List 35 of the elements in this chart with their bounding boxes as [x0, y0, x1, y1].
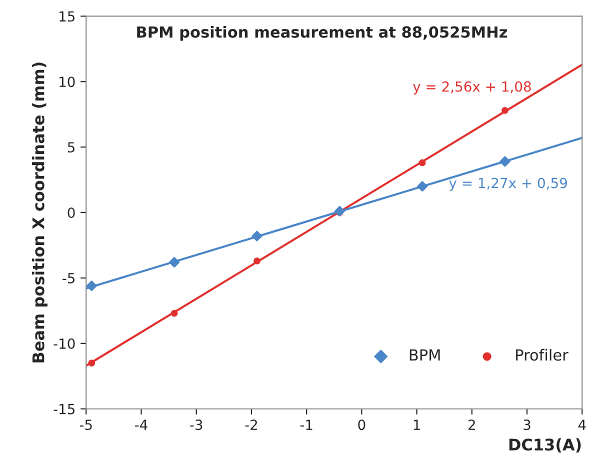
point: [417, 181, 428, 192]
x-tick-label: -2: [245, 420, 257, 430]
point: [170, 310, 178, 317]
y-tick-label: 15: [60, 11, 74, 22]
point: [254, 257, 260, 264]
x-tick-label: -5: [80, 420, 92, 430]
point: [501, 106, 508, 114]
y-tick-label: -5: [62, 273, 74, 284]
legend-label: BPM: [410, 349, 440, 361]
x-tick-label: -4: [134, 420, 148, 430]
point: [169, 256, 180, 268]
point: [88, 360, 96, 367]
x-tick-label: 4: [578, 420, 586, 430]
y-tick-label: -10: [54, 338, 75, 349]
x-tick-label: -1: [300, 420, 312, 430]
y-tick-label: 5: [68, 142, 74, 153]
legend-label: Profiler: [516, 348, 568, 361]
point: [334, 206, 345, 217]
point: [252, 230, 262, 242]
point: [500, 156, 510, 167]
point: [86, 280, 97, 292]
x-tick-label: 3: [524, 420, 530, 430]
x-tick-label: -3: [190, 420, 202, 430]
y-tick-label: 10: [60, 76, 75, 88]
point: [418, 159, 426, 166]
annotation: y = 2,56x + 1,08: [413, 81, 531, 94]
y-tick-label: 0: [68, 207, 75, 218]
text: BPM position measurement at 88,0525MHz: [137, 26, 507, 41]
y-axis-title: Beam position X coordinate (mm): [32, 62, 48, 362]
annotation: y = 1,27x + 0,59: [449, 178, 567, 191]
x-tick-label: 0: [358, 420, 366, 430]
x-tick-label: 2: [468, 420, 475, 430]
x-axis-title: DC13(A): [509, 438, 581, 453]
y-tick-label: -15: [54, 404, 74, 414]
x-tick-label: 1: [414, 420, 420, 430]
